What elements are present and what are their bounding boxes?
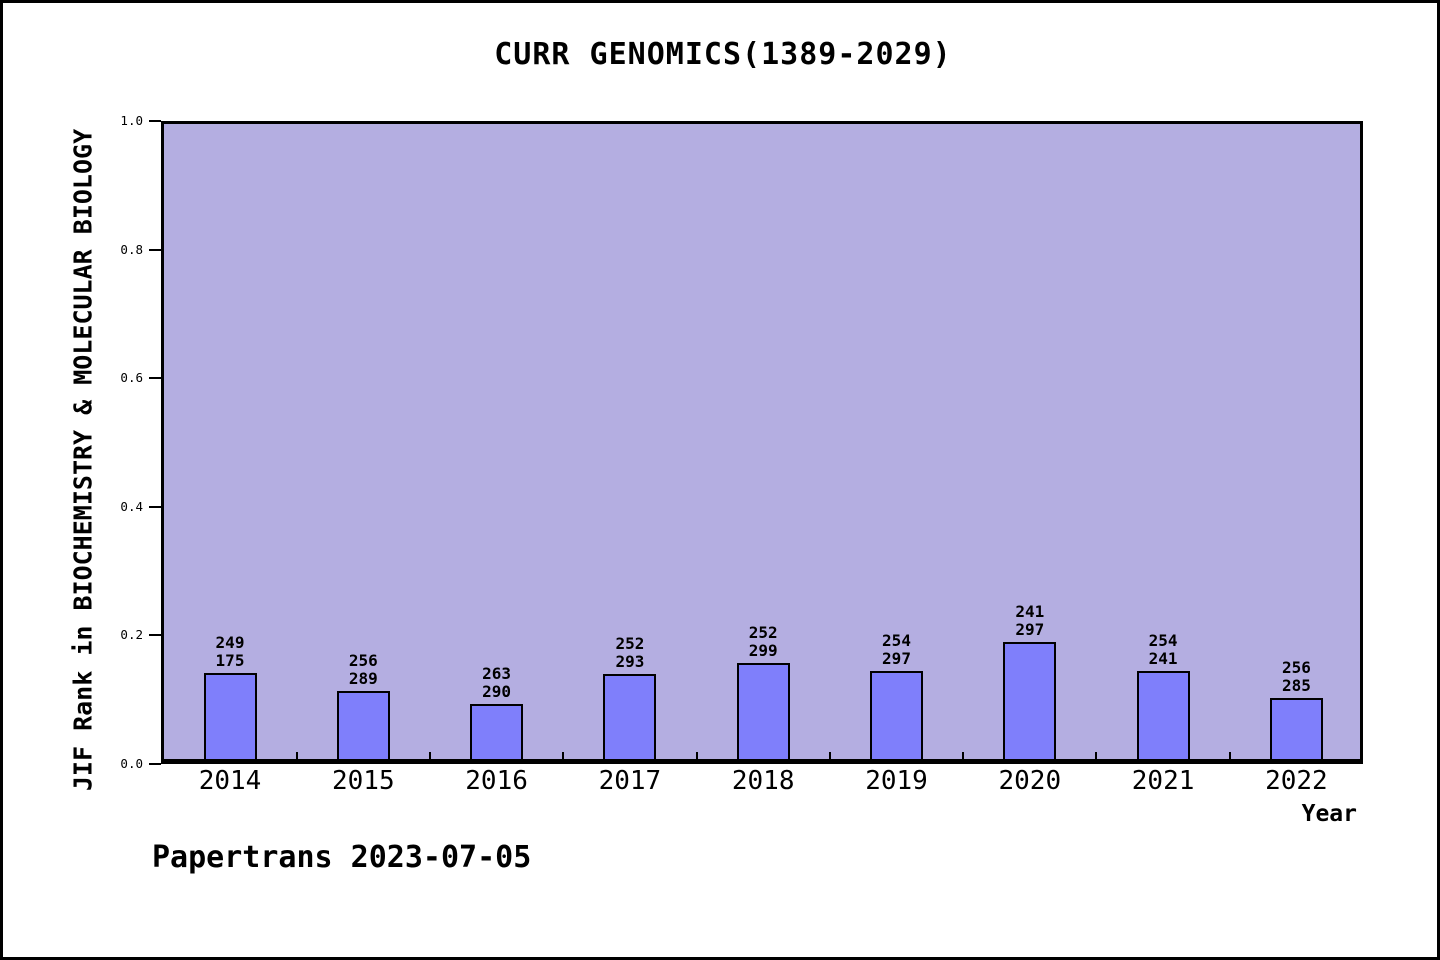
bar-value-label-2020: 241 297 <box>985 603 1075 639</box>
bar-2022 <box>1269 698 1323 764</box>
bar-value-bottom: 297 <box>882 649 911 668</box>
bar-value-label-2016: 263 290 <box>452 665 542 701</box>
x-tick-label-2014: 2014 <box>198 766 262 796</box>
bar-value-bottom: 299 <box>748 641 778 660</box>
x-tick <box>295 752 298 764</box>
y-tick <box>149 505 161 508</box>
x-tick <box>1228 752 1231 764</box>
y-tick-label-1.0: 1.0 <box>120 113 143 128</box>
bar-value-bottom: 293 <box>615 652 645 671</box>
bar-2021 <box>1136 671 1190 764</box>
bar-value-bottom: 241 <box>1148 649 1178 668</box>
bar-value-top: 254 <box>882 631 911 650</box>
bar-value-top: 249 <box>215 633 245 652</box>
bar-value-bottom: 289 <box>348 669 378 688</box>
bar-value-bottom: 290 <box>482 682 512 701</box>
x-tick <box>562 752 565 764</box>
bar-2017 <box>603 674 657 764</box>
bar-value-label-2018: 252 299 <box>718 624 808 660</box>
bar-value-bottom: 175 <box>215 651 245 670</box>
x-tick-label-2018: 2018 <box>731 766 795 796</box>
x-axis-label: Year <box>1301 801 1357 827</box>
x-tick <box>828 752 831 764</box>
bar-2015 <box>336 691 390 764</box>
y-tick <box>149 120 161 122</box>
bar-value-label-2017: 252 293 <box>585 635 675 671</box>
bar-value-label-2021: 254 241 <box>1118 632 1208 668</box>
y-tick-label-0.4: 0.4 <box>120 498 143 514</box>
y-tick-label-0.0: 0.0 <box>120 756 143 771</box>
y-tick-label-0.2: 0.2 <box>120 627 143 643</box>
bar-2018 <box>736 663 790 764</box>
bar-2014 <box>203 673 257 764</box>
chart-title: CURR GENOMICS(1389-2029) <box>494 37 952 72</box>
y-tick-label-0.6: 0.6 <box>120 370 143 386</box>
bar-value-top: 256 <box>1281 658 1311 677</box>
x-tick <box>428 752 431 764</box>
x-tick <box>962 752 965 764</box>
bar-value-label-2014: 249 175 <box>185 634 275 670</box>
x-tick-label-2016: 2016 <box>465 766 528 796</box>
bar-value-top: 254 <box>1148 631 1178 650</box>
bar-2020 <box>1003 642 1057 764</box>
plot-area: 249 175 256 289 263 290 252 293 252 299 254 297 241 2… <box>161 121 1363 764</box>
y-tick <box>149 763 161 765</box>
y-tick-label-0.8: 0.8 <box>120 241 143 257</box>
bar-value-top: 263 <box>482 664 512 683</box>
bar-value-top: 256 <box>348 651 378 670</box>
bar-value-bottom: 297 <box>1015 620 1045 639</box>
y-axis-label: JIF Rank in BIOCHEMISTRY & MOLECULAR BIO… <box>68 128 98 792</box>
x-tick-label-2015: 2015 <box>331 766 395 796</box>
x-tick <box>695 752 698 764</box>
y-tick <box>149 634 161 637</box>
bar-value-top: 241 <box>1015 602 1045 621</box>
bar-value-label-2019: 254 297 <box>852 632 942 668</box>
x-tick-label-2019: 2019 <box>865 766 928 796</box>
bar-2016 <box>470 704 524 764</box>
x-tick-label-2020: 2020 <box>998 766 1062 796</box>
x-tick-label-2021: 2021 <box>1131 766 1195 796</box>
bar-value-label-2022: 256 285 <box>1251 659 1341 695</box>
footer-note: Papertrans 2023-07-05 <box>152 840 532 875</box>
x-tick <box>1095 752 1098 764</box>
y-tick <box>149 248 161 251</box>
bar-value-label-2015: 256 289 <box>318 652 408 688</box>
bar-2019 <box>870 671 923 764</box>
y-tick <box>149 377 161 380</box>
bar-value-top: 252 <box>748 623 778 642</box>
bar-value-top: 252 <box>615 634 645 653</box>
bar-value-bottom: 285 <box>1281 676 1311 695</box>
x-tick-label-2017: 2017 <box>598 766 662 796</box>
x-tick-label-2022: 2022 <box>1265 766 1328 796</box>
